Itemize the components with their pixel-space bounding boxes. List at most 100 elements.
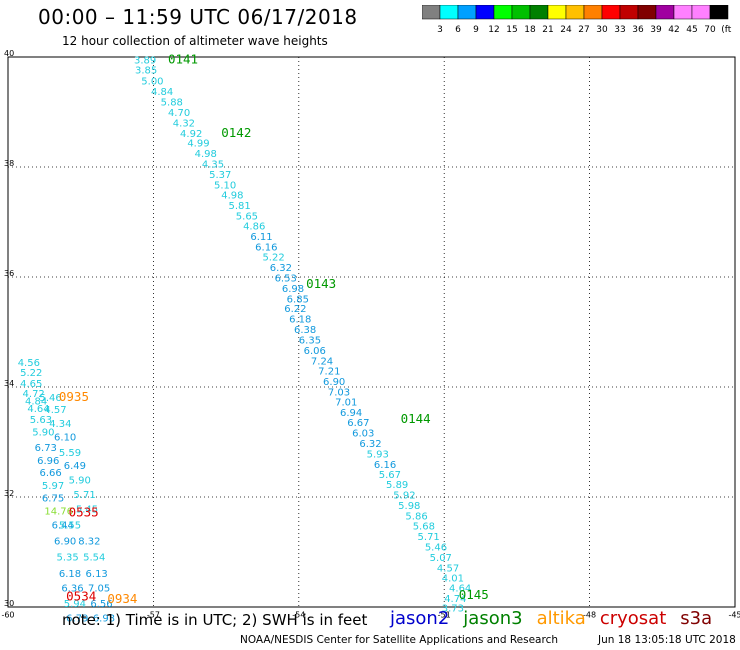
wave-height-value: 6.49 (64, 461, 86, 472)
wave-height-value: 6.98 (282, 284, 304, 295)
legend-entry-jason3: jason3 (463, 608, 523, 629)
y-tick-label: 38 (4, 159, 14, 168)
wave-height-value: 6.36 (61, 584, 83, 595)
wave-height-value: 3.89 (134, 56, 156, 67)
colorbar-label: 30 (596, 25, 608, 35)
wave-height-value: 5.35 (56, 552, 78, 563)
wave-height-value: 6.94 (340, 408, 362, 419)
pass-time-label: 0143 (306, 276, 336, 291)
wave-height-value: 7.21 (318, 366, 340, 377)
pass-time-label: 0145 (459, 587, 489, 602)
wave-height-value: 4.84 (25, 397, 47, 408)
colorbar-label: 45 (686, 25, 697, 35)
wave-height-value: 6.32 (270, 263, 292, 274)
colorbar-label: 39 (650, 25, 662, 35)
wave-height-value: 6.90 (323, 377, 345, 388)
wave-height-value: 4.57 (44, 405, 66, 416)
wave-height-value: 6.38 (294, 325, 316, 336)
wave-height-value: 6.13 (86, 569, 108, 580)
legend-entry-jason2: jason2 (390, 608, 450, 629)
pass-time-label: 0534 (66, 588, 96, 603)
wave-height-value: 6.93 (93, 613, 115, 624)
wave-height-value: 6.16 (374, 460, 396, 471)
wave-height-value: 7.01 (335, 398, 357, 409)
chart-title: 00:00 – 11:59 UTC 06/17/2018 (38, 5, 358, 29)
wave-height-value: 5.81 (229, 201, 251, 212)
wave-height-value: 4.64 (449, 584, 471, 595)
wave-height-value: 5.67 (379, 470, 401, 481)
wave-height-value: 8.32 (78, 536, 100, 547)
wave-height-value: 6.06 (304, 346, 326, 357)
colorbar-label: 9 (473, 25, 479, 35)
wave-height-value: 4.98 (195, 149, 217, 160)
wave-height-value: 6.79 (66, 613, 88, 624)
pass-time-label: 0535 (69, 504, 99, 519)
wave-height-value: 5.92 (393, 491, 415, 502)
wave-height-value: 6.85 (287, 294, 309, 305)
y-tick-label: 30 (4, 599, 14, 608)
chart-subtitle: 12 hour collection of altimeter wave hei… (62, 34, 328, 48)
colorbar-label: 36 (632, 25, 644, 35)
x-tick-label: -45 (728, 611, 740, 620)
colorbar-label: 27 (578, 25, 589, 35)
colorbar-label: 33 (614, 25, 625, 35)
wave-height-value: 6.10 (54, 432, 76, 443)
colorbar-label: 18 (524, 25, 536, 35)
wave-height-value: 5.45 (76, 504, 98, 515)
wave-height-value: 4.84 (151, 87, 173, 98)
colorbar-label: 21 (542, 25, 553, 35)
colorbar-label: 12 (488, 25, 499, 35)
wave-height-value: 5.63 (30, 415, 52, 426)
wave-height-value: 5.46 (40, 393, 62, 404)
wave-height-value: 5.89 (386, 480, 408, 491)
y-tick-label: 36 (4, 269, 14, 278)
colorbar-label: 15 (506, 25, 517, 35)
wave-height-value: 5.86 (405, 512, 427, 523)
pass-time-label: 0144 (401, 411, 431, 426)
legend-entry-altika: altika (536, 608, 586, 629)
wave-height-value: 4.72 (23, 389, 45, 400)
wave-height-value: 5.54 (83, 552, 105, 563)
wave-height-value: 5.71 (73, 490, 95, 501)
wave-height-value: 4.92 (180, 129, 202, 140)
wave-height-value: 4.70 (168, 108, 190, 119)
wave-height-value: 5.93 (367, 449, 389, 460)
pass-time-label: 0141 (168, 52, 198, 67)
colorbar-label: 6 (455, 25, 461, 35)
wave-height-value: 6.18 (59, 569, 81, 580)
wave-height-value: 5.68 (413, 521, 435, 532)
wave-height-value: 5.00 (141, 77, 163, 88)
note-text: note: 1) Time is in UTC; 2) SWH is in fe… (62, 611, 368, 629)
wave-height-value: 6.35 (299, 336, 321, 347)
wave-height-value: 4.35 (202, 160, 224, 171)
wave-height-value: 5.94 (64, 599, 86, 610)
wave-height-value: 6.16 (255, 243, 277, 254)
colorbar-label: (ft) (721, 25, 732, 35)
wave-height-value: 6.22 (284, 304, 306, 315)
wave-height-value: 6.32 (359, 439, 381, 450)
x-tick-label: -51 (438, 611, 451, 620)
plot-border (7, 56, 736, 608)
wave-height-value: 5.22 (262, 253, 284, 264)
satellite-legend: jason2 jason3 altika cryosat s3a (390, 608, 726, 629)
wave-height-value: 4.57 (437, 563, 459, 574)
wave-height-value: 6.56 (90, 599, 112, 610)
wave-height-value: 5.10 (214, 180, 236, 191)
wave-height-value: 4.56 (18, 358, 40, 369)
wave-height-value: 6.90 (54, 536, 76, 547)
y-tick-label: 32 (4, 489, 14, 498)
wave-height-value: 6.96 (37, 456, 59, 467)
wave-height-value: 6.75 (42, 493, 64, 504)
y-tick-label: 34 (4, 379, 14, 388)
wave-height-value: 7.05 (88, 584, 110, 595)
wave-height-value: 5.59 (59, 448, 81, 459)
wave-height-value: 6.53 (275, 273, 297, 284)
wave-height-value: 7.03 (328, 387, 350, 398)
wave-height-value: 5.55 (59, 520, 81, 531)
colorbar-label: 42 (668, 25, 679, 35)
wave-height-value: 5.37 (209, 170, 231, 181)
wave-height-value: 6.73 (35, 443, 57, 454)
wave-height-value: 5.22 (20, 368, 42, 379)
